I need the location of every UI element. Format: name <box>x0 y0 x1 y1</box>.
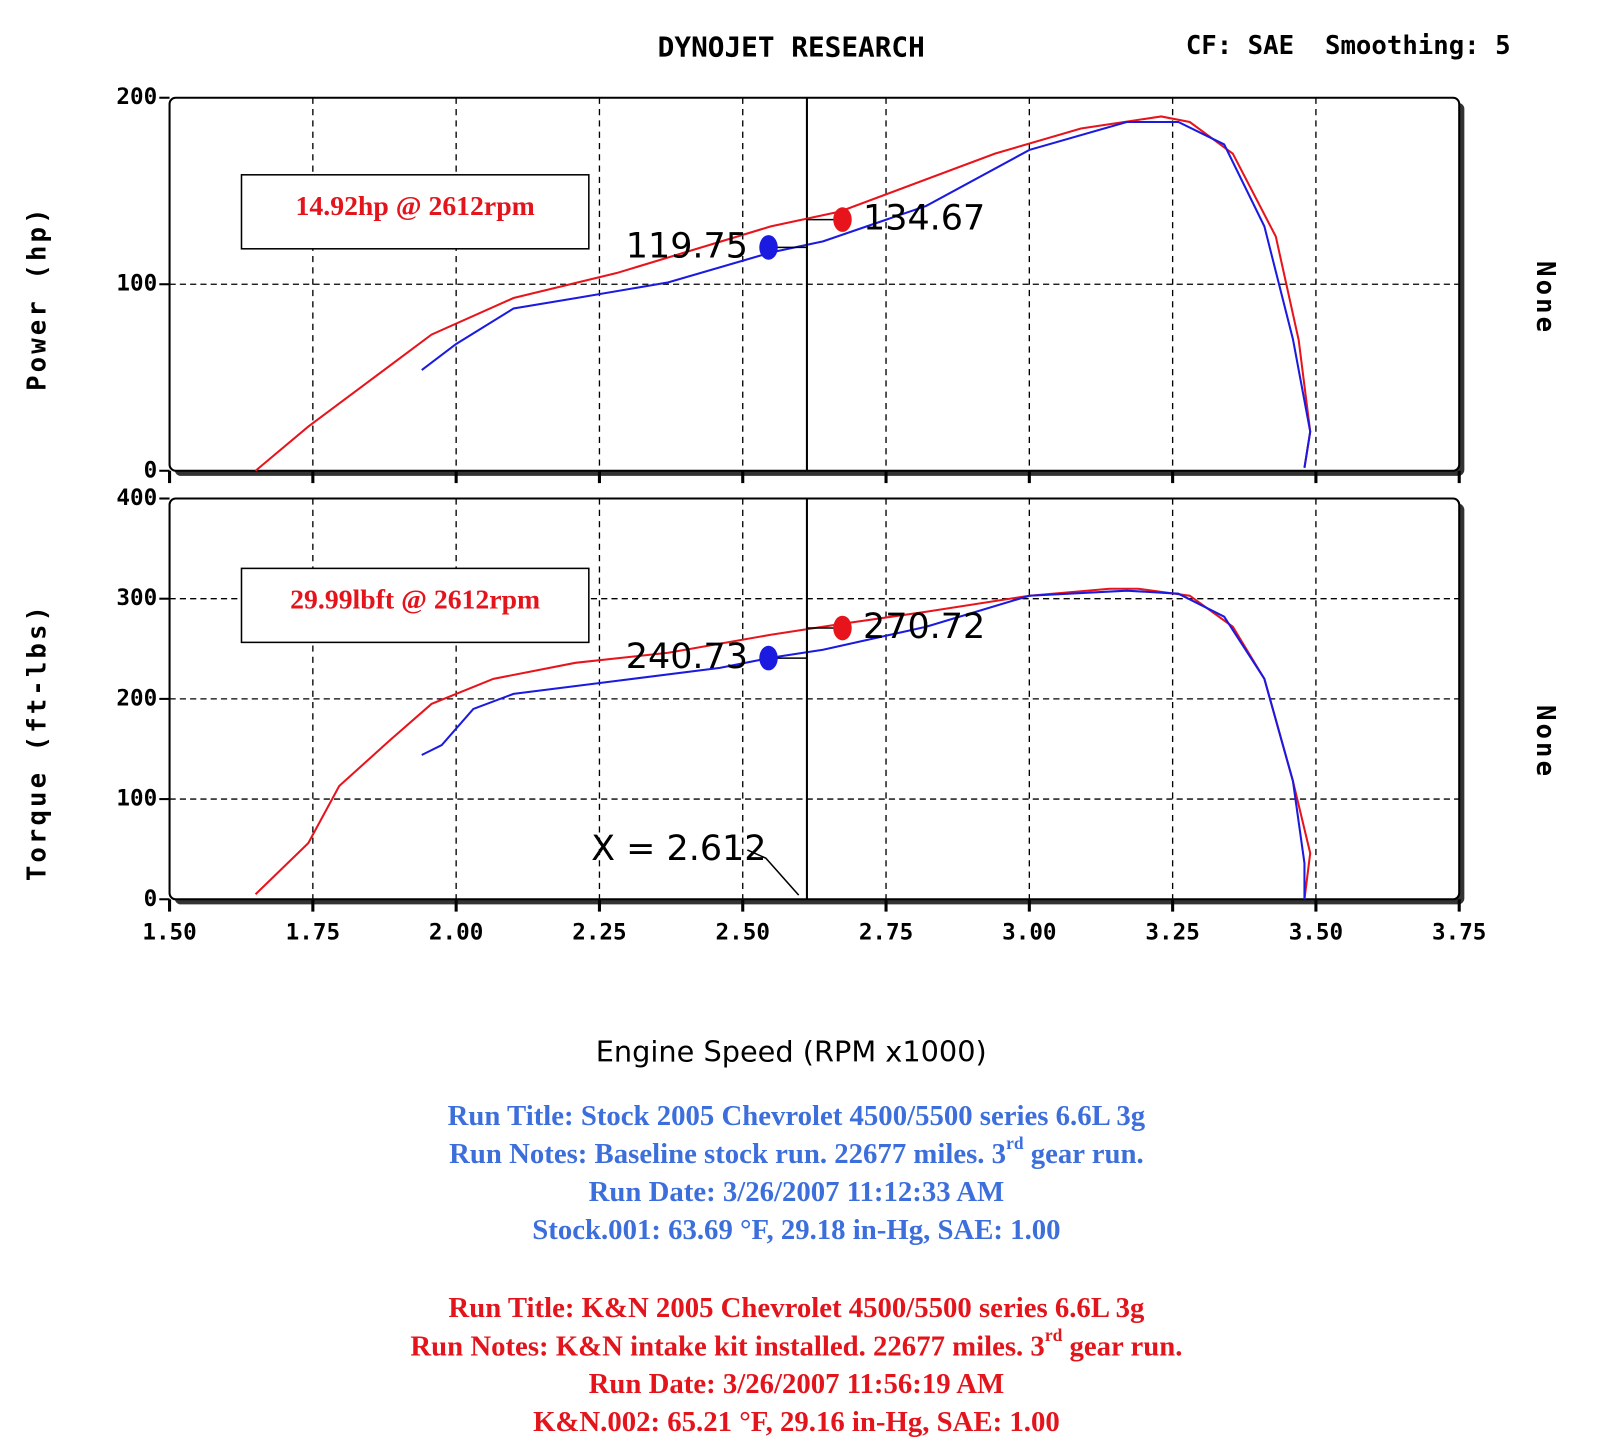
y-tick-label: 0 <box>144 886 158 912</box>
superscript: rd <box>1045 1325 1063 1345</box>
run-note: Run Notes: K&N intake kit installed. 226… <box>410 1325 1182 1362</box>
run-note: Stock.001: 63.69 °F, 29.18 in-Hg, SAE: 1… <box>532 1214 1060 1246</box>
marker-label: 270.72 <box>863 607 985 647</box>
y-tick-label: 100 <box>116 786 157 812</box>
marker-connector <box>768 627 843 659</box>
plot-frame <box>168 497 1461 901</box>
superscript: rd <box>1006 1133 1024 1153</box>
annotation: 29.99lbft @ 2612rpm <box>290 585 540 616</box>
series-line <box>254 115 1312 472</box>
x-tick-label: 2.75 <box>859 920 913 946</box>
chart-title: DYNOJET RESEARCH <box>658 30 925 63</box>
run-note-text: Run Notes: Baseline stock run. 22677 mil… <box>449 1138 1006 1170</box>
run-note: Run Date: 3/26/2007 11:12:33 AM <box>589 1176 1005 1208</box>
annotation-box <box>240 567 590 644</box>
series-line <box>421 120 1312 468</box>
x-axis-label: Engine Speed (RPM x1000) <box>596 1034 987 1068</box>
cursor-label: X = 2.612 <box>591 829 766 869</box>
y-tick-label: 100 <box>116 271 157 297</box>
marker-label: 240.73 <box>626 637 748 677</box>
y-axis-label: Power (hp) <box>23 205 53 390</box>
annotation: 14.92hp @ 2612rpm <box>296 191 535 222</box>
run-note-text: gear run. <box>1024 1138 1144 1170</box>
marker <box>833 615 852 641</box>
run-note: Run Date: 3/26/2007 11:56:19 AM <box>589 1368 1005 1400</box>
run-note-text: gear run. <box>1062 1330 1182 1362</box>
y2-axis-label: None <box>1530 261 1560 335</box>
cursor-leader <box>747 849 800 896</box>
y-tick-label: 200 <box>116 84 157 110</box>
run-note-text: Run Notes: K&N intake kit installed. 226… <box>410 1330 1044 1362</box>
x-tick-label: 1.75 <box>286 920 340 946</box>
x-tick-label: 3.25 <box>1145 920 1199 946</box>
x-tick-label: 3.00 <box>1002 920 1056 946</box>
marker <box>759 235 778 260</box>
run-note: K&N.002: 65.21 °F, 29.16 in-Hg, SAE: 1.0… <box>533 1406 1060 1438</box>
x-tick-label: 2.50 <box>716 920 770 946</box>
y-tick-label: 400 <box>116 485 157 511</box>
x-tick-label: 3.75 <box>1432 920 1486 946</box>
x-tick-label: 2.25 <box>572 920 626 946</box>
marker <box>833 207 852 232</box>
annotation-box <box>240 174 590 250</box>
run-note: Run Title: K&N 2005 Chevrolet 4500/5500 … <box>448 1292 1145 1324</box>
y-tick-label: 200 <box>116 685 157 711</box>
marker-label: 119.75 <box>626 226 748 266</box>
settings: CF: SAE Smoothing: 5 <box>1186 31 1511 61</box>
y-tick-label: 300 <box>116 585 157 611</box>
run-note: Run Title: Stock 2005 Chevrolet 4500/550… <box>448 1100 1146 1132</box>
marker-connector <box>768 218 843 249</box>
x-tick-label: 3.50 <box>1289 920 1343 946</box>
plot-frame <box>168 96 1461 472</box>
run-note: Run Notes: Baseline stock run. 22677 mil… <box>449 1133 1144 1170</box>
marker-label: 134.67 <box>863 199 985 239</box>
marker <box>759 645 778 671</box>
y-tick-label: 0 <box>144 457 158 483</box>
x-tick-label: 2.00 <box>429 920 483 946</box>
series-line <box>421 589 1306 900</box>
x-tick-label: 1.50 <box>142 920 196 946</box>
y2-axis-label: None <box>1530 705 1560 779</box>
y-axis-label: Torque (ft-lbs) <box>23 603 53 881</box>
